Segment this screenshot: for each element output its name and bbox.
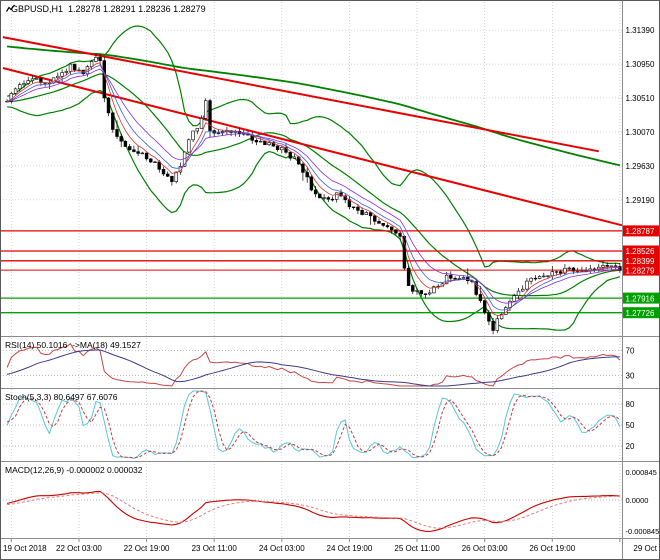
support-price-box (623, 307, 659, 319)
stoch-axis-label: 80 (626, 400, 635, 409)
time-axis-label: 29 Oct (633, 544, 657, 553)
resistance-price-box (623, 255, 659, 267)
time-axis-label: 25 Oct 11:00 (394, 544, 440, 553)
price-axis-label: 1.31390 (626, 26, 655, 35)
stoch-indicator-label: Stoch(5,3,3) 80.6497 67.6076 (5, 392, 118, 402)
trendline-1[interactable] (2, 36, 599, 153)
time-axis-label: 26 Oct 19:00 (529, 544, 575, 553)
trendline-2[interactable] (2, 67, 623, 227)
stoch-d-line (6, 390, 621, 459)
macd-axis-label: 0.0000 (626, 496, 649, 505)
current-price-box-label: 1.28279 (626, 266, 655, 275)
chart-title-overlay: GBPUSD,H1 1.28278 1.28291 1.28236 1.2827… (6, 4, 206, 14)
macd-axis-label: 0.000845 (626, 468, 657, 477)
time-axis-label: 24 Oct 19:00 (327, 544, 373, 553)
support-price-box-label: 1.27916 (626, 294, 655, 303)
support-price-box-label: 1.27726 (626, 309, 655, 318)
time-axis-label: 22 Oct 19:00 (124, 544, 170, 553)
rsi-axis-label: 70 (626, 346, 635, 355)
price-axis-label: 1.30950 (626, 60, 655, 69)
resistance-price-box-label: 1.28526 (626, 247, 655, 256)
candles (5, 53, 622, 335)
time-axis-label: 19 Oct 2018 (3, 544, 47, 553)
bollinger-upper-band (6, 25, 620, 268)
time-axis-label: 22 Oct 03:00 (56, 544, 102, 553)
rsi-axis-label: 30 (626, 372, 635, 381)
time-axis-label: 24 Oct 03:00 (259, 544, 305, 553)
long-ma-line (6, 45, 621, 167)
symbol-timeframe-label: GBPUSD,H1 (11, 4, 64, 14)
macd-line (6, 490, 620, 533)
price-axis-label: 1.30510 (626, 94, 655, 103)
stoch-k-line (6, 390, 621, 459)
price-axis-label: 1.30070 (626, 128, 655, 137)
price-axis-label: 1.29190 (626, 196, 655, 205)
rsi-line (6, 343, 621, 387)
macd-signal-line (7, 492, 620, 529)
support-price-box (623, 292, 659, 304)
time-axis-label: 23 Oct 11:00 (192, 544, 238, 553)
ohlc-values: 1.28278 1.28291 1.28236 1.28279 (68, 4, 206, 14)
resistance-price-box (623, 225, 659, 237)
ema-mid-line (6, 64, 620, 311)
resistance-price-box (623, 245, 659, 257)
current-price-box (623, 264, 659, 276)
price-axis-label: 1.29630 (626, 162, 655, 171)
macd-axis-label: -0.000845 (626, 527, 660, 536)
resistance-price-box-label: 1.28787 (626, 227, 655, 236)
stoch-axis-label: 50 (626, 421, 635, 430)
ema-slow-line (6, 68, 620, 304)
macd-indicator-label: MACD(12,26,9) -0.000002 0.000032 (5, 465, 143, 475)
time-axis-label: 26 Oct 03:00 (462, 544, 508, 553)
rsi-indicator-label: RSI(14) 50.1016 ->MA(18) 49.1527 (5, 340, 141, 350)
stoch-axis-label: 20 (626, 442, 635, 451)
resistance-price-box-label: 1.28399 (626, 257, 655, 266)
rsi-ma-line (6, 349, 620, 387)
